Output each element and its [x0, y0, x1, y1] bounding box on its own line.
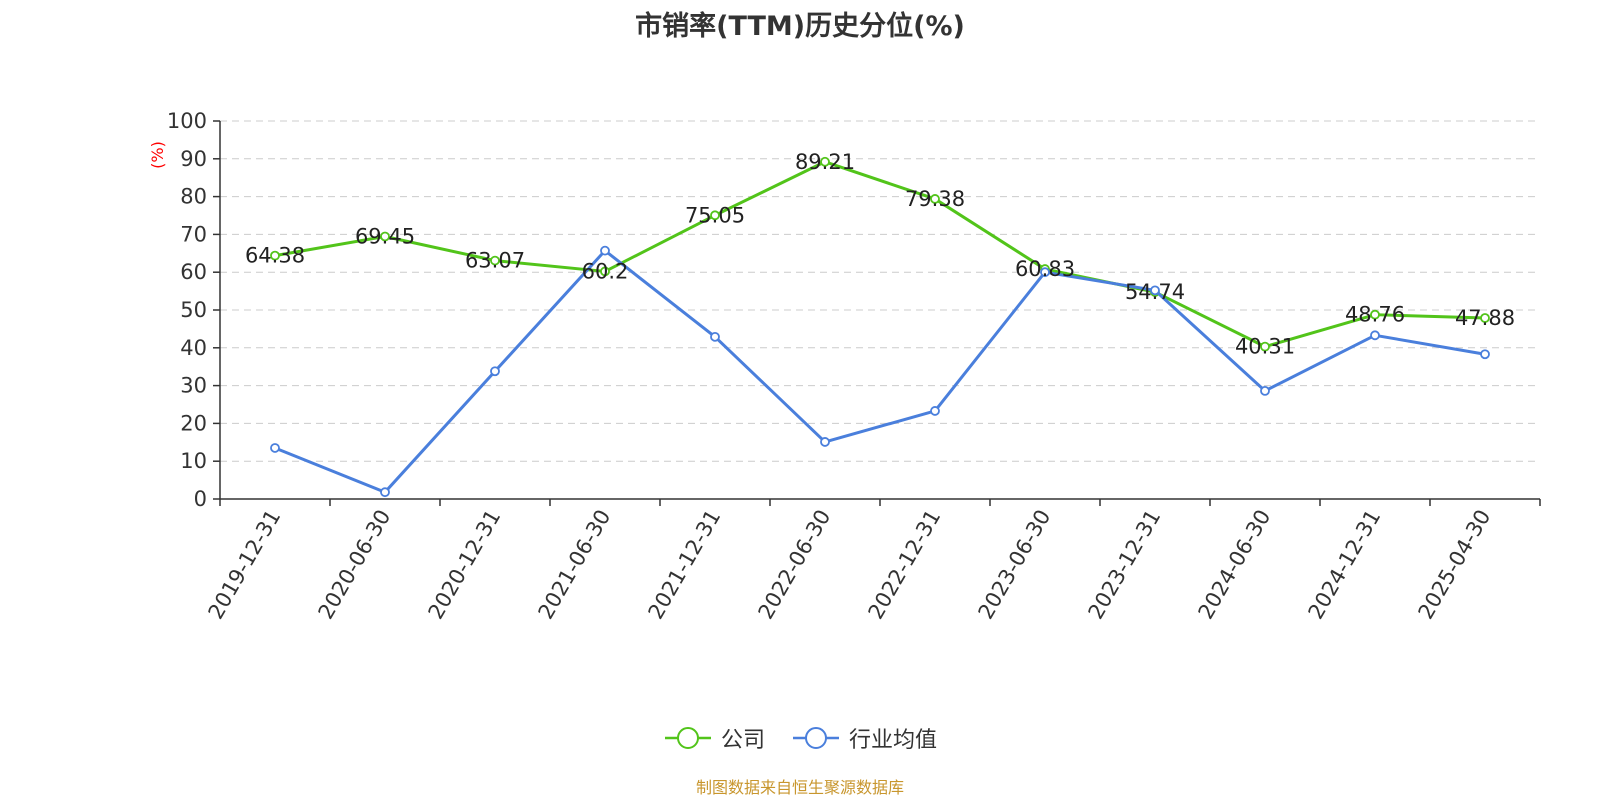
data-label: 89.21	[795, 150, 855, 174]
legend-item-0[interactable]: 公司	[663, 722, 765, 754]
legend-line-circle-icon	[793, 727, 839, 749]
y-tick-label: 50	[180, 298, 207, 322]
series-line-1	[274, 249, 1486, 494]
data-point	[820, 156, 830, 167]
y-tick-label: 10	[180, 449, 207, 473]
y-tick-label: 90	[180, 147, 207, 171]
y-tick-label: 70	[180, 222, 207, 246]
data-label: 75.05	[685, 203, 745, 227]
data-point	[1150, 285, 1160, 296]
legend-label: 公司	[720, 728, 765, 753]
data-point	[380, 231, 390, 242]
data-point	[380, 487, 390, 498]
x-tick-label: 2023-12-31	[1084, 506, 1166, 624]
data-point	[710, 210, 720, 221]
legend-marker	[805, 727, 827, 749]
data-point	[270, 443, 280, 453]
data-point	[1370, 309, 1380, 320]
legend-line-circle-icon	[664, 727, 711, 749]
data-label: 79.38	[905, 187, 965, 211]
data-point	[930, 194, 940, 204]
data-point	[1370, 330, 1380, 341]
chart-title: 市销率(TTM)历史分位(%)	[635, 11, 965, 42]
x-tick-label: 2025-04-30	[1414, 506, 1496, 624]
legend-item-1[interactable]: 行业均值	[791, 722, 937, 754]
x-tick-label: 2022-06-30	[754, 506, 836, 624]
data-label: 54.74	[1125, 280, 1185, 304]
y-tick-label: 40	[180, 336, 207, 360]
data-label: 47.88	[1455, 306, 1515, 330]
data-point	[1480, 349, 1490, 360]
x-tick-label: 2023-06-30	[974, 506, 1056, 624]
series-lines	[270, 156, 1490, 498]
data-point	[490, 255, 500, 266]
y-tick-label: 60	[180, 260, 207, 284]
x-tick-label: 2021-12-31	[644, 506, 726, 624]
y-axis-label: (%)	[148, 141, 167, 169]
x-tick-label: 2022-12-31	[864, 506, 946, 624]
data-point	[1040, 267, 1050, 278]
y-tick-label: 0	[194, 487, 207, 511]
x-tick-label: 2021-06-30	[534, 506, 616, 624]
data-label: 63.07	[465, 249, 525, 273]
data-point	[600, 266, 610, 277]
data-point	[930, 406, 940, 416]
data-point	[1260, 341, 1270, 352]
data-point	[600, 245, 610, 256]
data-label: 69.45	[355, 224, 415, 248]
data-label: 40.31	[1235, 335, 1295, 359]
series-line-0	[274, 160, 1486, 349]
data-label: 60.83	[1015, 257, 1075, 281]
legend: 公司 行业均值	[0, 720, 1600, 756]
x-tick-label: 2024-12-31	[1304, 506, 1386, 624]
y-tick-label: 80	[180, 185, 207, 209]
data-point	[820, 437, 830, 447]
y-tick-label: 100	[167, 109, 207, 133]
data-point	[490, 366, 500, 377]
data-label: 64.38	[245, 244, 305, 268]
x-tick-label: 2019-12-31	[204, 506, 286, 624]
axes: 0 10 20 30 40 50 60 70 80 90 100(%) 2019-12-31 2020-…	[148, 109, 1541, 624]
x-tick-label: 2020-06-30	[314, 506, 396, 624]
x-tick-label: 2020-12-31	[424, 506, 506, 624]
grid-lines	[220, 120, 1540, 462]
legend-marker	[676, 727, 699, 749]
data-label: 48.76	[1345, 303, 1405, 327]
y-tick-label: 30	[180, 374, 207, 398]
line-chart: 0 10 20 30 40 50 60 70 80 90 100(%) 2019-12-31 2020-…	[148, 109, 1541, 624]
data-labels: 64.38 69.45 63.07 60.2 75.05 89.21 79.38 60.83 5…	[245, 150, 1515, 359]
data-point	[1480, 313, 1490, 323]
y-tick-label: 20	[180, 411, 207, 435]
data-point	[270, 250, 280, 261]
data-label: 60.2	[582, 259, 629, 283]
data-source-note: 制图数据来自恒生聚源数据库	[695, 778, 904, 797]
data-point	[1260, 385, 1270, 396]
legend-label: 行业均值	[849, 728, 938, 753]
x-tick-label: 2024-06-30	[1194, 506, 1276, 624]
data-point	[710, 331, 720, 342]
